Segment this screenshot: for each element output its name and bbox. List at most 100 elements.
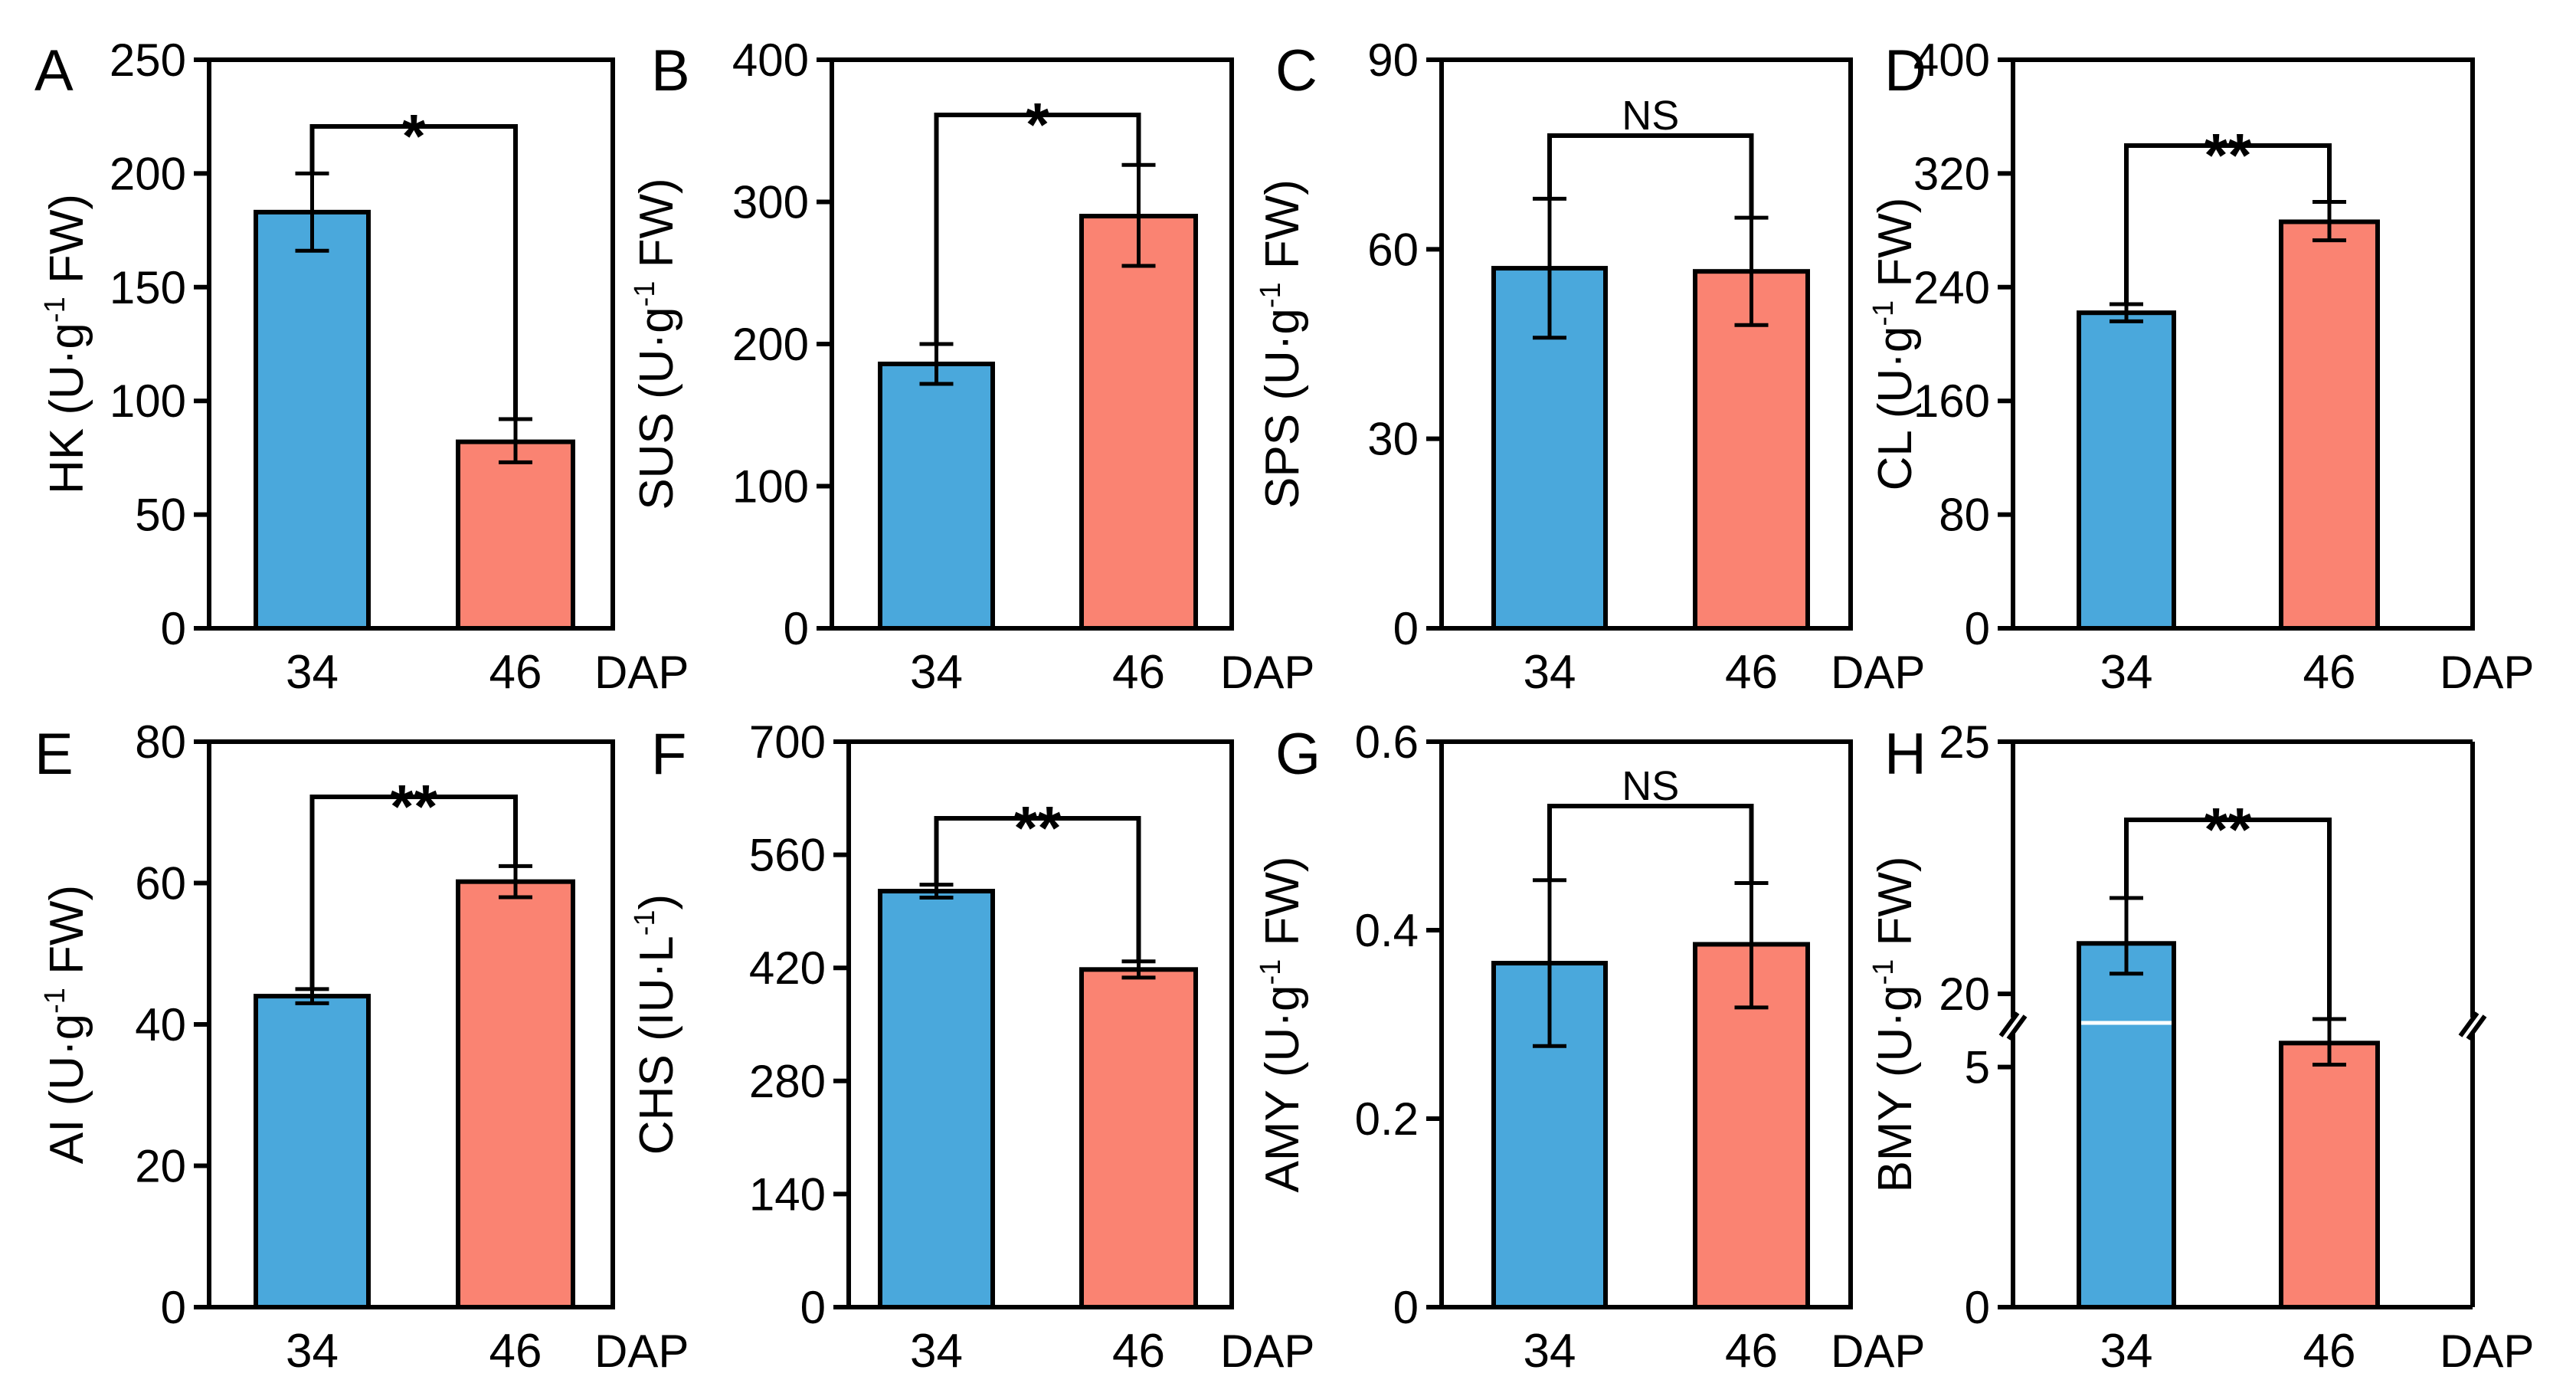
y-tick-label: 0.2 — [1355, 1093, 1419, 1145]
x-tick-label: 46 — [1725, 646, 1778, 699]
significance-bracket — [934, 816, 1141, 960]
x-tick-label: 34 — [910, 1325, 963, 1378]
bar — [254, 994, 371, 1309]
panel-f: F 0 140 280 420 560 700 34 46 DAP CHS (IU·L-1) ** — [629, 716, 1314, 1378]
bar — [254, 209, 371, 631]
axis-frame — [1439, 57, 1853, 631]
y-tick-label: 0 — [1965, 1282, 1990, 1333]
x-axis-label: DAP — [1831, 647, 1925, 698]
panel-d: D 0 80 160 240 320 400 34 46 DAP CL (U·g-1 FW) ** — [1867, 34, 2534, 699]
panel-letter: E — [34, 722, 74, 787]
y-tick-label: 140 — [749, 1168, 826, 1220]
panel-letter: H — [1884, 722, 1926, 787]
y-tick-label: 200 — [732, 319, 809, 370]
y-tick-label: 50 — [135, 490, 186, 541]
y-tick-label: 250 — [110, 34, 186, 86]
y-axis-label: AI (U·g-1 FW) — [39, 885, 93, 1164]
x-tick-label: 46 — [1112, 1325, 1165, 1378]
x-tick-label: 46 — [489, 1325, 542, 1378]
x-tick-label: 46 — [2303, 1325, 2356, 1378]
y-tick-label: 60 — [1367, 224, 1419, 275]
significance-label: ** — [390, 772, 438, 841]
y-tick-label: 700 — [749, 716, 826, 768]
bar — [2279, 1041, 2380, 1310]
x-tick-label: 34 — [910, 646, 963, 699]
y-axis-label: HK (U·g-1 FW) — [39, 194, 93, 494]
x-tick-label: 34 — [286, 646, 339, 699]
y-tick-label: 400 — [1913, 34, 1990, 86]
panel-letter: F — [651, 722, 686, 787]
x-axis-label: DAP — [594, 1326, 689, 1377]
axis-break-mark — [1998, 1011, 2020, 1037]
x-tick-label: 46 — [1112, 646, 1165, 699]
y-tick-label: 100 — [732, 461, 809, 513]
significance-label: ** — [2204, 121, 2252, 189]
y-tick-label: 0 — [800, 1282, 826, 1333]
x-tick-label: 46 — [489, 646, 542, 699]
y-tick-label: 240 — [1913, 262, 1990, 313]
significance-label: * — [402, 102, 427, 170]
significance-bracket — [2124, 143, 2332, 303]
y-tick-label: 20 — [1939, 968, 1990, 1020]
y-tick-label: 420 — [749, 942, 826, 994]
y-tick-label: 40 — [135, 999, 186, 1050]
x-axis-label: DAP — [1220, 1326, 1314, 1377]
y-tick-label: 0 — [161, 1282, 186, 1333]
significance-bracket — [309, 124, 518, 418]
axis-frame — [2011, 57, 2475, 631]
y-tick-label: 80 — [135, 716, 186, 768]
y-tick-label: 60 — [135, 858, 186, 909]
significance-bracket — [309, 795, 518, 988]
x-axis-label: DAP — [594, 647, 689, 698]
x-tick-label: 34 — [1524, 646, 1576, 699]
y-tick-label: 100 — [110, 375, 186, 427]
significance-bracket — [934, 113, 1141, 342]
bar — [878, 889, 995, 1309]
y-axis-label: BMY (U·g-1 FW) — [1867, 856, 1922, 1192]
y-tick-label: 300 — [732, 177, 809, 228]
axis-break-mark — [2006, 1014, 2028, 1041]
bar — [1491, 961, 1608, 1310]
x-tick-label: 34 — [2100, 1325, 2153, 1378]
significance-label: NS — [1622, 93, 1679, 139]
y-tick-label: 150 — [110, 262, 186, 313]
panel-letter: C — [1275, 38, 1317, 103]
panel-a: A 0 50 100 150 200 250 34 46 DAP HK (U·g-1 FW) * — [34, 34, 689, 699]
x-tick-label: 46 — [1725, 1325, 1778, 1378]
panel-g: G 0 0.2 0.4 0.6 34 46 DAP AMY (U·g-1 FW) NS — [1255, 716, 1925, 1378]
y-tick-label: 400 — [732, 34, 809, 86]
panel-b: B 0 100 200 300 400 34 46 DAP SUS (U·g-1 FW) * — [629, 34, 1314, 699]
x-axis-label: DAP — [1220, 647, 1314, 698]
bar — [1079, 214, 1198, 631]
y-tick-label: 30 — [1367, 414, 1419, 465]
bar — [2279, 219, 2380, 631]
significance-bracket — [1547, 804, 1754, 882]
y-tick-label: 0 — [784, 603, 809, 654]
significance-label: ** — [2204, 795, 2252, 864]
y-tick-label: 90 — [1367, 34, 1419, 86]
panel-c: C 0 30 60 90 34 46 DAP SPS (U·g-1 FW) NS — [1255, 34, 1925, 699]
y-tick-label: 0.6 — [1355, 716, 1419, 768]
y-axis-label: CL (U·g-1 FW) — [1867, 198, 1922, 491]
y-axis-label: SPS (U·g-1 FW) — [1255, 179, 1309, 509]
bar — [456, 879, 575, 1309]
y-axis-label: SUS (U·g-1 FW) — [629, 178, 683, 510]
panel-e: E 0 20 40 60 80 34 46 DAP AI (U·g-1 FW) ** — [34, 716, 689, 1378]
y-tick-label: 0 — [161, 603, 186, 654]
y-tick-label: 560 — [749, 830, 826, 881]
x-tick-label: 34 — [286, 1325, 339, 1378]
y-tick-label: 0.4 — [1355, 905, 1419, 956]
x-tick-label: 34 — [1524, 1325, 1576, 1378]
y-axis-label: CHS (IU·L-1) — [629, 894, 683, 1155]
axis-frame — [207, 57, 615, 631]
y-tick-label: 0 — [1965, 603, 1990, 654]
significance-label: NS — [1622, 763, 1679, 809]
bar — [878, 361, 995, 631]
y-tick-label: 280 — [749, 1056, 826, 1107]
x-axis-label: DAP — [2440, 647, 2534, 698]
significance-label: * — [1026, 90, 1050, 159]
significance-bracket — [1547, 133, 1754, 217]
bar — [2077, 310, 2176, 631]
y-tick-label: 20 — [135, 1141, 186, 1192]
